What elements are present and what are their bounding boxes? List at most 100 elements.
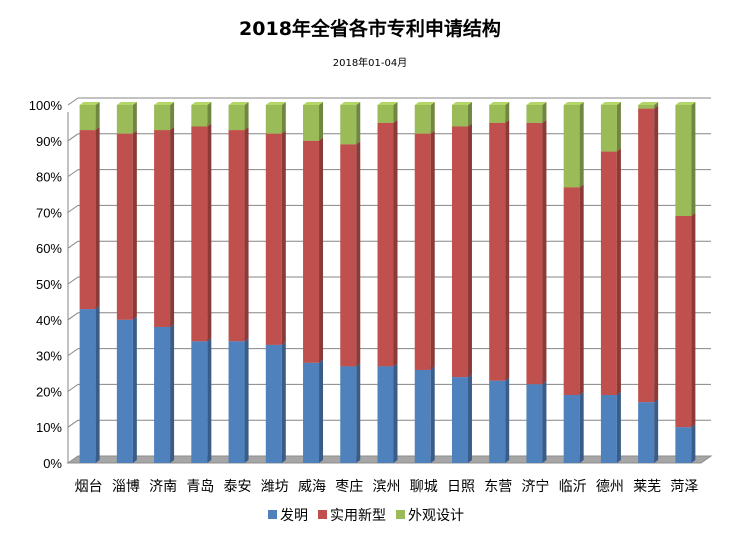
bar-front <box>600 394 617 463</box>
bar-front <box>489 105 506 123</box>
x-tick-label: 青岛 <box>186 479 214 495</box>
bar-side <box>430 102 435 134</box>
bar-side <box>393 363 398 463</box>
legend-swatch <box>268 510 277 519</box>
bar-segment <box>451 123 472 378</box>
bar-segment <box>340 102 361 145</box>
bar-front <box>526 122 543 385</box>
bar-side <box>616 102 621 152</box>
bar-top <box>563 102 584 105</box>
gridline-side <box>67 169 79 178</box>
bar-front <box>638 402 655 463</box>
bar-front <box>303 105 320 141</box>
bar-top <box>638 102 659 105</box>
bar-top <box>675 102 696 105</box>
x-tick-label: 莱芜 <box>633 478 661 495</box>
bar-front <box>377 122 394 367</box>
bar-top <box>377 102 398 105</box>
plot-area: 0% 10% 20% 30% 40% 50% 60% 70% 80% 90% 100% 烟台 淄博 济南青… <box>29 97 713 495</box>
bar-segment <box>79 306 100 463</box>
bar-segment <box>489 119 510 381</box>
legend-swatch <box>396 510 405 519</box>
bar-segment <box>340 363 361 463</box>
gridline-side <box>67 348 79 357</box>
bar-front <box>414 369 431 463</box>
bar-segment <box>340 141 361 367</box>
bar-front <box>414 133 431 370</box>
bar-side <box>207 338 212 463</box>
y-tick-label: 100% <box>29 98 63 113</box>
bar-top <box>489 102 510 105</box>
bar-side <box>170 102 175 131</box>
bar-front <box>79 105 96 131</box>
x-tick-label: 滨州 <box>373 479 401 495</box>
legend-label: 实用新型 <box>330 508 386 524</box>
bar-front <box>489 122 506 381</box>
gridline-side <box>67 419 79 428</box>
x-tick-label: 东营 <box>484 479 512 495</box>
bar-segment <box>489 377 510 463</box>
bar-front <box>377 105 394 123</box>
bar-front <box>414 105 431 134</box>
gridline-side <box>67 133 79 142</box>
bar-top <box>154 102 175 105</box>
bar-segment <box>228 102 249 131</box>
bar-side <box>132 130 137 320</box>
bar-segment <box>79 127 100 310</box>
bar-front <box>265 344 282 463</box>
bar-segment <box>191 102 212 127</box>
bar-side <box>691 212 696 428</box>
bar-side <box>691 424 696 463</box>
y-tick-label: 20% <box>36 384 62 399</box>
bar-segment <box>675 212 696 428</box>
bar-side <box>654 102 659 109</box>
y-tick-label: 90% <box>36 134 62 149</box>
bar-top <box>600 102 621 105</box>
bar-segment <box>600 148 621 395</box>
bar-top <box>340 102 361 105</box>
bar-front <box>377 366 394 463</box>
bar-segment <box>191 338 212 463</box>
legend: 发明 实用新型 外观设计 <box>268 508 464 524</box>
bar-segment <box>191 123 212 342</box>
bar-front <box>340 144 357 367</box>
bar-front <box>303 362 320 463</box>
bar-front <box>451 377 468 463</box>
bar-top <box>116 102 137 105</box>
bar-side <box>542 381 547 463</box>
gridline-side <box>67 204 79 213</box>
bar-segment <box>526 381 547 463</box>
x-tick-label: 德州 <box>596 479 624 495</box>
bar-side <box>430 366 435 463</box>
bar-top <box>303 102 324 105</box>
x-tick-label: 临沂 <box>559 479 587 495</box>
legend-swatch <box>318 510 327 519</box>
bar-front <box>563 187 580 395</box>
bar-segment <box>116 316 137 463</box>
x-tick-label: 烟台 <box>75 479 103 495</box>
bar-segment <box>638 102 659 109</box>
bar-segment <box>228 127 249 342</box>
gridline-side <box>67 276 79 285</box>
bar-side <box>542 119 547 385</box>
bar-side <box>579 102 584 188</box>
bar-side <box>430 130 435 370</box>
bar-side <box>319 137 324 363</box>
bar-segment <box>303 102 324 141</box>
bar-front <box>191 105 208 127</box>
bar-segment <box>377 102 398 123</box>
bar-front <box>191 341 208 463</box>
bar-segment <box>154 127 175 327</box>
bar-side <box>616 148 621 395</box>
bar-segment <box>563 102 584 188</box>
bar-segment <box>526 102 547 123</box>
bar-side <box>393 119 398 367</box>
bar-segment <box>414 102 435 134</box>
x-tick-label: 泰安 <box>224 479 252 495</box>
bar-side <box>132 102 137 134</box>
bar-top <box>191 102 212 105</box>
bar-top <box>228 102 249 105</box>
bar-side <box>505 377 510 463</box>
bar-segment <box>265 130 286 345</box>
bar-front <box>675 215 692 428</box>
